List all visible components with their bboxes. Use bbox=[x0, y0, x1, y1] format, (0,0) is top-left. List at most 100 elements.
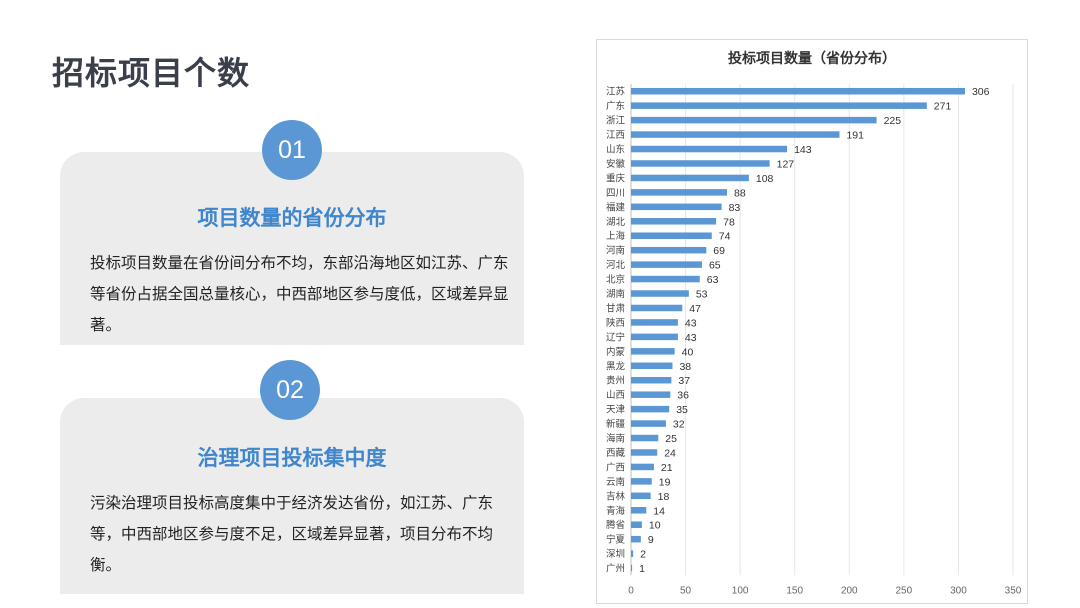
y-tick-label: 浙江 bbox=[606, 115, 626, 127]
y-tick-label: 广东 bbox=[606, 100, 625, 112]
number-badge-02: 02 bbox=[260, 360, 320, 420]
x-tick-label: 0 bbox=[628, 585, 634, 596]
bar bbox=[631, 420, 666, 427]
y-tick-label: 青海 bbox=[606, 505, 626, 517]
bar bbox=[631, 174, 749, 182]
card-heading: 治理项目投标集中度 bbox=[197, 446, 387, 470]
bar bbox=[631, 145, 788, 153]
data-label: 21 bbox=[661, 462, 673, 474]
y-tick-label: 宁夏 bbox=[606, 534, 626, 546]
bar bbox=[631, 218, 717, 225]
y-tick-label: 西藏 bbox=[606, 447, 626, 459]
data-label: 37 bbox=[678, 375, 690, 387]
y-tick-label: 腾省 bbox=[606, 519, 625, 531]
bar bbox=[631, 319, 678, 326]
bar bbox=[631, 362, 673, 370]
y-tick-label: 黑龙 bbox=[606, 360, 626, 372]
data-label: 36 bbox=[677, 390, 689, 402]
bar bbox=[631, 203, 722, 211]
bar bbox=[631, 232, 712, 239]
data-label: 25 bbox=[665, 433, 677, 445]
data-label: 143 bbox=[794, 144, 812, 156]
data-label: 1 bbox=[639, 563, 645, 575]
bar bbox=[631, 87, 965, 95]
x-tick-label: 300 bbox=[950, 585, 967, 596]
y-tick-label: 河南 bbox=[606, 245, 625, 257]
bar bbox=[631, 507, 647, 514]
data-label: 9 bbox=[648, 534, 654, 546]
data-label: 32 bbox=[673, 419, 685, 431]
y-tick-label: 四川 bbox=[606, 188, 625, 199]
bar bbox=[631, 348, 675, 355]
data-label: 40 bbox=[682, 346, 694, 358]
y-tick-label: 辽宁 bbox=[606, 331, 625, 343]
bar bbox=[631, 550, 634, 557]
y-tick-label: 海南 bbox=[606, 433, 625, 445]
y-tick-label: 广西 bbox=[606, 461, 625, 473]
bar bbox=[631, 275, 700, 283]
data-label: 43 bbox=[685, 317, 697, 329]
bar bbox=[631, 376, 672, 384]
data-label: 191 bbox=[846, 130, 864, 142]
y-tick-label: 新疆 bbox=[606, 418, 626, 430]
bar bbox=[631, 521, 642, 528]
data-label: 306 bbox=[972, 86, 990, 98]
x-tick-label: 150 bbox=[786, 585, 803, 596]
y-tick-label: 湖北 bbox=[606, 217, 626, 228]
data-label: 88 bbox=[734, 187, 746, 199]
bar bbox=[631, 564, 633, 572]
data-label: 47 bbox=[689, 303, 701, 315]
y-tick-label: 吉林 bbox=[606, 490, 626, 502]
data-label: 108 bbox=[756, 173, 774, 185]
data-label: 65 bbox=[709, 260, 721, 272]
data-label: 14 bbox=[653, 505, 665, 517]
card-body-text: 投标项目数量在省份间分布不均，东部沿海地区如江苏、广东等省份占据全国总量核心，中… bbox=[90, 254, 509, 334]
x-tick-label: 350 bbox=[1005, 585, 1022, 596]
province-bar-chart-panel: 投标项目数量（省份分布） 江苏 306 广东 271 浙江 225 江西 191 山东 143 安徽 1… bbox=[596, 39, 1028, 604]
y-tick-label: 江西 bbox=[606, 130, 625, 141]
data-label: 24 bbox=[664, 447, 676, 459]
y-tick-label: 陕西 bbox=[606, 317, 625, 329]
bar bbox=[631, 261, 702, 268]
y-tick-label: 重庆 bbox=[606, 172, 626, 184]
x-tick-label: 100 bbox=[732, 585, 749, 596]
bar bbox=[631, 391, 671, 398]
card-body-text: 污染治理项目投标高度集中于经济发达省份，如江苏、广东等，中西部地区参与度不足，区… bbox=[90, 494, 494, 574]
data-label: 35 bbox=[676, 404, 688, 416]
data-label: 78 bbox=[723, 216, 735, 228]
page-title: 招标项目个数 bbox=[52, 54, 251, 92]
bar bbox=[631, 102, 927, 109]
y-tick-label: 云南 bbox=[606, 476, 625, 488]
chart-title: 投标项目数量（省份分布） bbox=[728, 50, 896, 67]
card-bid-concentration: 治理项目投标集中度 污染治理项目投标高度集中于经济发达省份，如江苏、广东等，中西… bbox=[60, 398, 524, 594]
y-tick-label: 山东 bbox=[606, 144, 625, 156]
data-label: 83 bbox=[729, 202, 741, 214]
bar bbox=[631, 116, 877, 124]
bar bbox=[631, 160, 770, 167]
bar bbox=[631, 434, 659, 442]
data-label: 38 bbox=[679, 361, 691, 373]
number-badge-01: 01 bbox=[262, 120, 322, 180]
x-tick-label: 250 bbox=[896, 585, 913, 596]
y-tick-label: 北京 bbox=[606, 274, 625, 286]
bar bbox=[631, 463, 654, 471]
bar bbox=[631, 246, 707, 254]
bar bbox=[631, 449, 658, 456]
bar bbox=[631, 478, 652, 485]
bar bbox=[631, 535, 641, 543]
data-label: 18 bbox=[658, 491, 670, 503]
bar bbox=[631, 304, 683, 312]
y-tick-label: 福建 bbox=[606, 201, 626, 213]
data-label: 74 bbox=[719, 231, 731, 243]
y-tick-label: 天津 bbox=[606, 405, 626, 416]
bar bbox=[631, 405, 670, 413]
y-tick-label: 深圳 bbox=[606, 549, 625, 560]
data-label: 43 bbox=[685, 332, 697, 344]
y-tick-label: 甘肃 bbox=[606, 302, 625, 314]
y-tick-label: 上海 bbox=[606, 230, 626, 242]
y-tick-label: 江苏 bbox=[606, 86, 626, 98]
card-heading: 项目数量的省份分布 bbox=[197, 206, 387, 230]
bar bbox=[631, 290, 689, 297]
data-label: 271 bbox=[934, 101, 952, 113]
